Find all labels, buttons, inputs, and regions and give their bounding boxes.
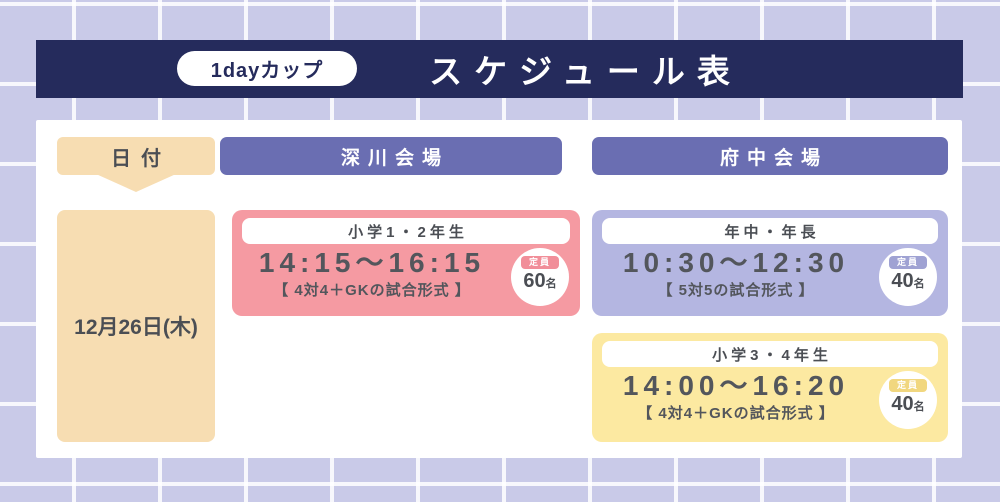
date-column-header: 日付 — [57, 137, 215, 192]
capacity-label-chip: 定員 — [520, 256, 559, 269]
capacity-badge: 定員 40名 — [879, 371, 937, 429]
session-card-preschool: 年中・年長 10:30〜12:30 【 5対5の試合形式 】 定員 40名 — [592, 210, 948, 316]
match-format: 【 4対4＋GKの試合形式 】 — [273, 282, 471, 299]
time-range: 10:30〜12:30 — [622, 247, 850, 278]
venue-header-fuchu: 府中会場 — [592, 137, 948, 175]
capacity-label-chip: 定員 — [888, 379, 927, 392]
capacity-value: 40 — [891, 393, 914, 415]
schedule-banner: 1dayカップ スケジュール表 — [36, 40, 963, 98]
capacity-number: 40名 — [879, 394, 937, 417]
grade-label: 小学1・2年生 — [242, 218, 570, 244]
capacity-badge: 定員 40名 — [879, 248, 937, 306]
capacity-unit: 名 — [545, 278, 557, 290]
time-range: 14:00〜16:20 — [622, 370, 850, 401]
event-badge: 1dayカップ — [177, 51, 357, 86]
session-card-grade1-2: 小学1・2年生 14:15〜16:15 【 4対4＋GKの試合形式 】 定員 6… — [232, 210, 580, 316]
session-content: 14:00〜16:20 【 4対4＋GKの試合形式 】 — [598, 369, 874, 425]
page-title: スケジュール表 — [429, 53, 742, 90]
down-triangle-icon — [96, 174, 176, 192]
capacity-label-chip: 定員 — [888, 256, 927, 269]
session-content: 14:15〜16:15 【 4対4＋GKの試合形式 】 — [238, 246, 506, 302]
capacity-value: 40 — [891, 270, 914, 292]
venue-header-fukagawa: 深川会場 — [220, 137, 562, 175]
match-format: 【 4対4＋GKの試合形式 】 — [637, 405, 835, 422]
schedule-card: 日付 深川会場 府中会場 12月26日(木) 小学1・2年生 14:15〜16:… — [36, 120, 962, 458]
match-format: 【 5対5の試合形式 】 — [657, 282, 815, 299]
session-content: 10:30〜12:30 【 5対5の試合形式 】 — [598, 246, 874, 302]
capacity-unit: 名 — [913, 278, 925, 290]
capacity-unit: 名 — [913, 401, 925, 413]
grade-label: 年中・年長 — [602, 218, 938, 244]
session-card-grade3-4: 小学3・4年生 14:00〜16:20 【 4対4＋GKの試合形式 】 定員 4… — [592, 333, 948, 442]
capacity-badge: 定員 60名 — [511, 248, 569, 306]
capacity-number: 60名 — [511, 271, 569, 294]
date-column-header-label: 日付 — [111, 147, 171, 170]
event-badge-label: 1dayカップ — [210, 60, 324, 82]
capacity-number: 40名 — [879, 271, 937, 294]
grade-label: 小学3・4年生 — [602, 341, 938, 367]
capacity-value: 60 — [523, 270, 546, 292]
time-range: 14:15〜16:15 — [258, 247, 486, 278]
date-cell: 12月26日(木) — [57, 210, 215, 442]
